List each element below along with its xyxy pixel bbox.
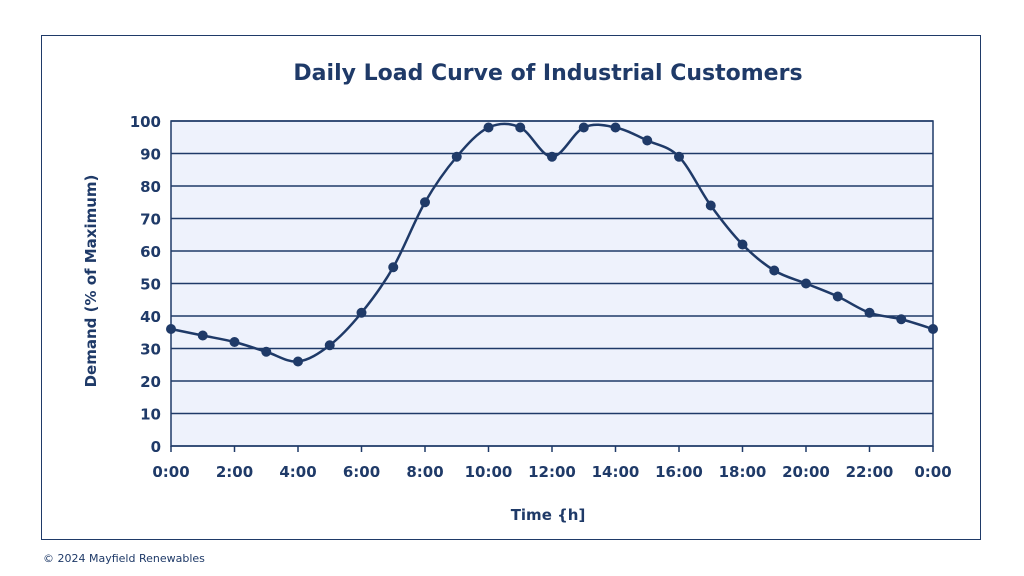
data-point <box>420 197 430 208</box>
data-point <box>896 314 907 325</box>
x-axis-label: Time {h] <box>511 506 586 524</box>
data-point <box>229 337 240 347</box>
x-tick-label: 14:00 <box>592 463 640 481</box>
data-point <box>928 324 938 334</box>
x-tick-label: 10:00 <box>465 463 513 481</box>
copyright-text: © 2024 Mayfield Renewables <box>43 552 205 565</box>
data-point <box>801 278 811 289</box>
y-tick-label: 40 <box>140 308 161 326</box>
data-point <box>324 340 335 351</box>
data-point <box>832 291 843 302</box>
data-point <box>674 151 684 162</box>
x-tick-label: 6:00 <box>343 463 380 481</box>
data-point <box>515 122 526 133</box>
y-tick-label: 70 <box>140 211 161 229</box>
data-point <box>705 200 716 211</box>
data-point <box>610 122 621 133</box>
x-tick-label: 4:00 <box>279 463 316 481</box>
data-point <box>197 330 208 341</box>
data-point <box>864 307 875 318</box>
y-tick-label: 50 <box>140 276 161 294</box>
y-tick-label: 0 <box>151 438 161 456</box>
data-point <box>547 151 557 162</box>
data-point <box>483 122 494 133</box>
x-tick-label: 18:00 <box>719 463 767 481</box>
data-point <box>293 356 303 367</box>
y-tick-label: 100 <box>130 113 161 131</box>
data-point <box>356 307 367 318</box>
data-point <box>451 151 462 162</box>
data-point <box>388 262 399 273</box>
data-point <box>261 346 272 357</box>
x-tick-label: 12:00 <box>528 463 576 481</box>
y-tick-label: 80 <box>140 178 161 196</box>
chart-title: Daily Load Curve of Industrial Customers <box>293 61 802 86</box>
y-tick-label: 10 <box>140 406 161 424</box>
x-tick-label: 20:00 <box>782 463 830 481</box>
y-tick-label: 90 <box>140 146 161 164</box>
x-tick-label: 16:00 <box>655 463 703 481</box>
y-tick-label: 30 <box>140 341 161 359</box>
data-point <box>578 122 589 133</box>
y-tick-label: 60 <box>140 243 161 261</box>
x-tick-label: 0:00 <box>152 463 189 481</box>
x-tick-label: 0:00 <box>914 463 951 481</box>
data-point <box>737 239 748 250</box>
y-axis-label: Demand (% of Maximum) <box>82 175 100 388</box>
data-point <box>642 135 653 146</box>
data-point <box>166 324 176 334</box>
x-tick-label: 22:00 <box>846 463 894 481</box>
y-tick-label: 20 <box>140 373 161 391</box>
x-tick-label: 8:00 <box>406 463 443 481</box>
data-point <box>769 265 780 276</box>
x-tick-label: 2:00 <box>216 463 253 481</box>
